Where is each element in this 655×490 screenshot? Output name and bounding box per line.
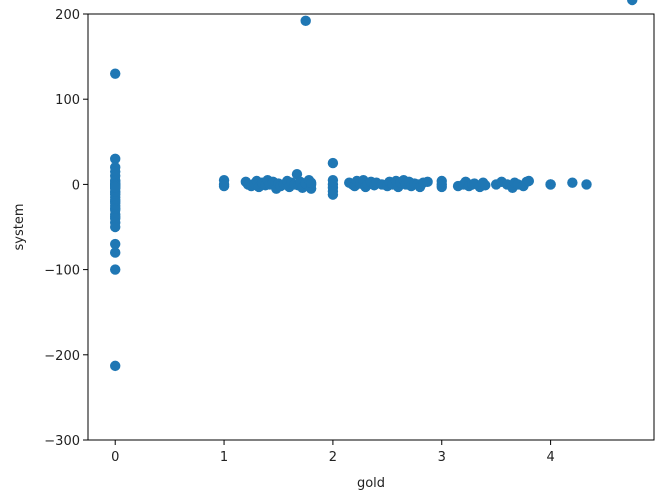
data-point: [327, 157, 339, 169]
y-tick-label: −100: [44, 264, 80, 279]
y-tick-label: 100: [55, 93, 80, 108]
x-tick-label: 3: [438, 450, 446, 465]
y-tick-label: −300: [44, 434, 80, 449]
data-point: [327, 189, 339, 200]
x-tick-label: 0: [111, 450, 119, 465]
data-point: [218, 180, 230, 192]
y-tick-label: 0: [72, 178, 80, 193]
x-tick-label: 1: [220, 450, 228, 465]
y-tick-label: 200: [55, 8, 80, 23]
data-point: [305, 177, 317, 188]
plot-frame: [87, 13, 655, 441]
data-point: [480, 180, 491, 191]
data-point: [110, 181, 121, 193]
y-axis-label: system: [12, 204, 27, 251]
y-tick-label: −200: [44, 349, 80, 364]
data-point: [110, 221, 121, 233]
data-point: [110, 247, 121, 258]
x-axis-ticks: 0 1 2 3 4: [111, 440, 555, 465]
data-point: [110, 264, 121, 275]
data-point: [545, 179, 556, 190]
data-point: [110, 68, 121, 79]
data-points: [110, 0, 638, 372]
x-tick-label: 4: [546, 450, 554, 465]
data-point: [581, 179, 592, 190]
data-point: [627, 0, 638, 6]
data-point: [110, 360, 121, 372]
data-point: [523, 175, 535, 187]
data-point: [110, 153, 121, 165]
y-axis-ticks: −300 −200 −100 0 100 200: [44, 8, 88, 449]
x-tick-label: 2: [329, 450, 337, 465]
data-point: [422, 176, 433, 188]
x-axis-label: gold: [357, 476, 385, 490]
data-point: [436, 181, 447, 193]
data-point: [110, 238, 121, 250]
data-point: [567, 177, 578, 188]
data-point: [300, 15, 311, 27]
